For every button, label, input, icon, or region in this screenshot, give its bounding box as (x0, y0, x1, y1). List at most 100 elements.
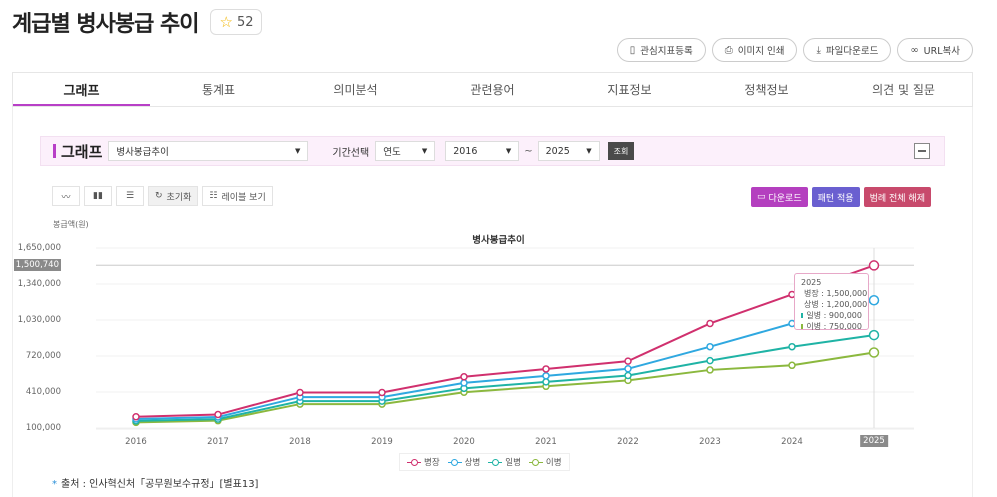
x-tick-label: 2024 (781, 437, 803, 447)
data-point[interactable] (624, 365, 632, 373)
data-point[interactable] (788, 342, 796, 351)
bookmark-icon: ▯ (629, 44, 636, 56)
tooltip-year: 2025 (801, 278, 822, 287)
data-point[interactable] (542, 365, 550, 373)
x-tick-label: 2017 (207, 437, 229, 447)
data-point[interactable] (788, 361, 796, 370)
horizontal-bar-button[interactable]: ☰ (116, 186, 144, 206)
indicator-select[interactable]: 병사봉급추이 ▼ (108, 141, 309, 161)
x-tick-label: 2019 (371, 437, 393, 447)
legend-label: 일병 (505, 458, 521, 468)
data-point[interactable] (868, 295, 880, 306)
end-year-select[interactable]: 2025 ▼ (537, 141, 600, 161)
legend-marker-icon (447, 458, 462, 466)
data-point[interactable] (296, 388, 304, 397)
legend-label: 이병 (545, 458, 562, 468)
label-view-label: 레이블 보기 (221, 192, 266, 203)
reset-button[interactable]: ↻ 초기화 (148, 186, 199, 206)
data-point[interactable] (214, 410, 222, 419)
y-tick-label: 1,030,000 (17, 315, 61, 325)
start-year-select[interactable]: 2016 ▼ (445, 141, 520, 161)
data-point[interactable] (460, 373, 468, 381)
file-download-button[interactable]: ⤓ 파일다운로드 (803, 38, 892, 62)
data-point[interactable] (706, 319, 714, 328)
tab-opinions-questions[interactable]: 의견 및 질문 (872, 83, 935, 97)
tooltip-value: 상병 : 1,200,000 (804, 300, 868, 309)
x-tick-label: 2025 (860, 435, 888, 447)
chevron-down-icon: ▼ (505, 147, 512, 155)
legend-marker-icon (407, 458, 421, 466)
copy-url-button[interactable]: ∞ URL복사 (897, 38, 973, 62)
reset-label: 초기화 (166, 192, 192, 203)
data-point[interactable] (868, 329, 880, 341)
y-tick-label: 1,650,000 (17, 243, 61, 253)
tab-stats-table[interactable]: 통계표 (201, 83, 236, 97)
print-image-label: 이미지 인쇄 (737, 46, 785, 57)
legend-item-corporal[interactable]: 상병 (447, 456, 480, 468)
x-tick-label: 2021 (535, 437, 557, 447)
horizontal-bar-icon: ☰ (125, 191, 135, 201)
data-point[interactable] (706, 366, 714, 374)
data-point[interactable] (132, 412, 140, 421)
chart-tooltip: 2025 병장 : 1,500,000 상병 : 1,200,000 일병 : … (794, 273, 869, 331)
legend-item-pfc[interactable]: 일병 (488, 456, 521, 468)
data-point[interactable] (542, 372, 550, 380)
download-icon: ▭ (756, 192, 766, 202)
section-marker (53, 144, 56, 158)
range-separator: ~ (524, 145, 533, 157)
chevron-down-icon: ▼ (421, 147, 428, 155)
x-tick-label: 2016 (125, 437, 147, 447)
legend-marker-icon (528, 458, 543, 466)
chart-download-button[interactable]: ▭ 다운로드 (750, 187, 808, 207)
legend-item-sergeant[interactable]: 병장 (407, 456, 440, 468)
tab-meaning-analysis[interactable]: 의미분석 (333, 83, 378, 97)
query-button[interactable]: 조회 (607, 142, 635, 160)
collapse-button[interactable] (914, 143, 930, 159)
data-point[interactable] (868, 260, 880, 271)
bar-chart-button[interactable]: ▮▮ (84, 186, 112, 206)
y-tick-label: 100,000 (25, 423, 61, 433)
data-point[interactable] (378, 388, 386, 397)
data-point[interactable] (706, 356, 714, 365)
tab-policy-info[interactable]: 정책정보 (744, 83, 789, 97)
data-point[interactable] (624, 357, 632, 365)
tab-related-terms[interactable]: 관련용어 (470, 83, 515, 97)
tab-bar: 그래프 통계표 의미분석 관련용어 지표정보 정책정보 의견 및 질문 (12, 72, 973, 107)
chevron-down-icon: ▼ (295, 147, 301, 155)
data-point[interactable] (868, 347, 880, 358)
legend-clear-button[interactable]: 범례 전체 해제 (863, 187, 931, 207)
data-point[interactable] (460, 379, 468, 387)
graph-filter-bar: 그래프 병사봉급추이 ▼ 기간선택 연도 ▼ 2016 ▼ ~ 2025 ▼ 조… (40, 136, 945, 166)
refresh-icon: ↻ (155, 191, 163, 201)
tooltip-row: 병장 : 1,500,000 (801, 288, 867, 299)
favorite-button[interactable]: ☆ 52 (210, 9, 263, 35)
pattern-apply-button[interactable]: 패턴 적용 (811, 187, 860, 207)
copy-url-label: URL복사 (923, 46, 960, 57)
graph-section-label: 그래프 (61, 142, 103, 161)
tab-graph[interactable]: 그래프 (13, 73, 150, 107)
data-point[interactable] (706, 342, 714, 351)
label-view-button[interactable]: ☷ 레이블 보기 (202, 186, 273, 206)
tooltip-value: 일병 : 900,000 (806, 311, 862, 320)
title-row: 계급별 병사봉급 추이 ☆ 52 (12, 6, 263, 38)
indicator-select-value: 병사봉급추이 (116, 147, 169, 158)
period-unit-select[interactable]: 연도 ▼ (375, 141, 436, 161)
data-point[interactable] (624, 371, 632, 380)
tab-divider (12, 106, 973, 107)
minus-icon (918, 150, 926, 152)
period-label: 기간선택 (332, 147, 370, 159)
list-icon: ☷ (209, 191, 218, 201)
data-point[interactable] (542, 378, 550, 386)
tab-indicator-info[interactable]: 지표정보 (607, 83, 652, 97)
line-chart-icon: 〰 (61, 192, 71, 203)
add-interest-button[interactable]: ▯ 관심지표등록 (616, 38, 706, 62)
legend-item-private[interactable]: 이병 (528, 456, 562, 468)
crosshair-y-label: 1,500,740 (13, 259, 61, 272)
line-chart-button[interactable]: 〰 (52, 186, 80, 206)
y-axis-label: 봉급액(원) (53, 220, 89, 229)
print-image-button[interactable]: ⎙ 이미지 인쇄 (711, 38, 798, 62)
legend-label: 병장 (424, 458, 440, 468)
period-unit-value: 연도 (383, 147, 401, 158)
favorite-count: 52 (236, 14, 254, 30)
